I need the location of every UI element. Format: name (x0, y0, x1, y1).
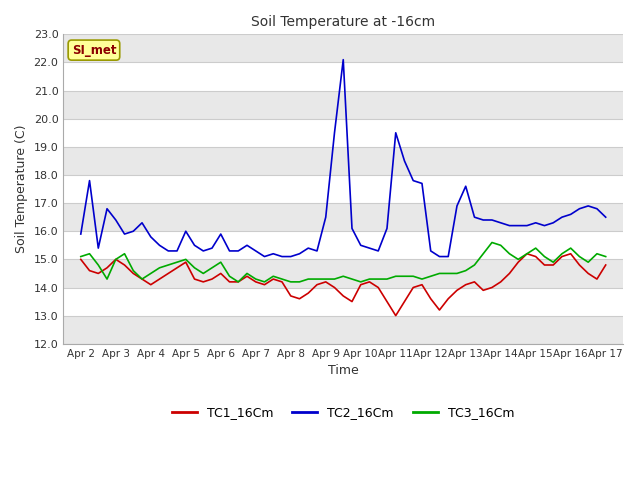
Bar (63, 91, 623, 119)
X-axis label: Time: Time (328, 364, 358, 377)
Bar (63, 288, 623, 316)
Text: SI_met: SI_met (72, 44, 116, 57)
Bar (63, 62, 623, 91)
Y-axis label: Soil Temperature (C): Soil Temperature (C) (15, 125, 28, 253)
Bar (63, 175, 623, 203)
Bar (63, 147, 623, 175)
Legend: TC1_16Cm, TC2_16Cm, TC3_16Cm: TC1_16Cm, TC2_16Cm, TC3_16Cm (167, 401, 519, 424)
Bar (63, 231, 623, 259)
Bar (63, 35, 623, 62)
Bar (63, 316, 623, 344)
Title: Soil Temperature at -16cm: Soil Temperature at -16cm (251, 15, 435, 29)
Bar (63, 119, 623, 147)
Bar (63, 259, 623, 288)
Bar (63, 203, 623, 231)
